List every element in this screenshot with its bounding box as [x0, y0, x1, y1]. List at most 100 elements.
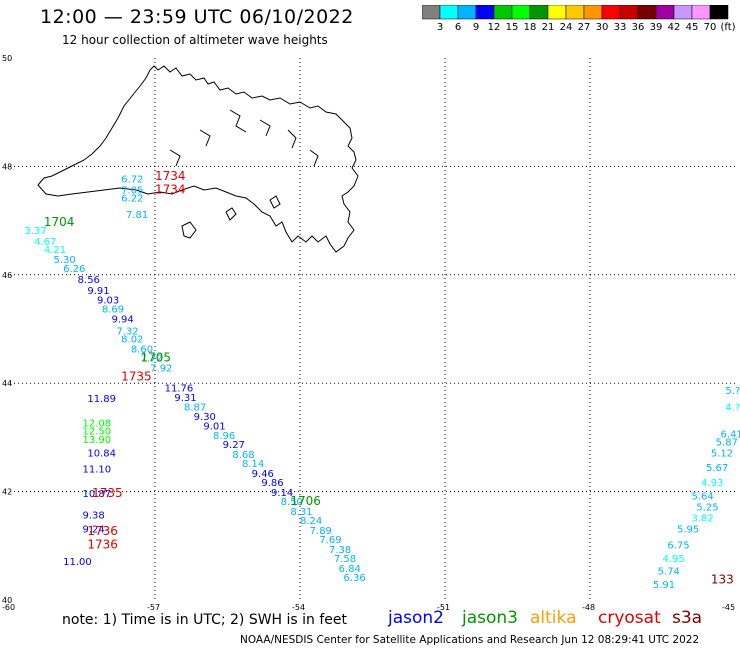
color-scale-label: 21	[541, 22, 555, 33]
wave-height-value: 8.68	[232, 450, 254, 461]
wave-height-value: 6.36	[344, 573, 366, 584]
wave-height-value: 5.64	[692, 492, 714, 503]
wave-height-value: 9.38	[83, 511, 105, 522]
wave-height-value: 5.67	[706, 463, 728, 474]
lat-tick-label: 44	[2, 379, 12, 388]
color-scale-swatch	[655, 5, 675, 20]
lat-tick-label: 48	[2, 162, 12, 171]
lat-tick-label: 40	[2, 596, 12, 605]
satellite-legend-item: jason3	[462, 608, 518, 628]
wave-height-value: 6.72	[121, 175, 143, 186]
satellite-legend-item: cryosat	[598, 608, 661, 628]
wave-height-value: 9.94	[112, 314, 134, 325]
pass-time-label: 1736	[87, 524, 118, 538]
wave-height-value: 9.91	[87, 286, 109, 297]
wave-height-value: 4.??	[725, 402, 740, 413]
wave-height-value: 4.93	[701, 478, 723, 489]
wave-height-value: 6.75	[667, 541, 689, 552]
wave-height-value: 7.72	[141, 354, 163, 365]
newfoundland-coastline-main	[37, 65, 359, 253]
pass-time-label: 1734	[155, 183, 186, 197]
wave-height-value: 9.01	[203, 421, 225, 432]
wave-height-value: 4.67	[34, 237, 56, 248]
color-scale-swatch	[475, 5, 495, 20]
wave-height-value: 9.86	[261, 478, 283, 489]
page-subtitle: 12 hour collection of altimeter wave hei…	[62, 33, 328, 47]
coast-island-3	[269, 195, 281, 209]
pass-time-label: 1705	[141, 351, 172, 365]
wave-height-value: 10.84	[87, 448, 116, 459]
wave-height-value: 8.24	[300, 516, 322, 527]
wave-height-value: 9.14	[271, 488, 293, 499]
satellite-legend-item: altika	[530, 608, 577, 628]
wave-height-value: 6.41	[721, 429, 740, 440]
wave-height-value: 7.58	[334, 554, 356, 565]
wave-height-value: 9.30	[194, 412, 216, 423]
wave-height-value: 5.95	[677, 524, 699, 535]
wave-height-value: 5.12	[711, 448, 733, 459]
color-scale-swatch	[565, 5, 585, 20]
color-scale-label: 39	[649, 22, 663, 33]
wave-height-value: 8.69	[102, 305, 124, 316]
wave-height-value: 8.96	[213, 431, 235, 442]
color-scale-swatch	[601, 5, 621, 20]
pass-time-label: 1734	[155, 169, 186, 183]
wave-height-value: 4.95	[663, 554, 685, 565]
wave-height-value: 3.82	[692, 513, 714, 524]
coast-island-2	[225, 207, 237, 221]
lon-tick-label: -48	[582, 603, 595, 612]
color-scale-label: 45	[685, 22, 699, 33]
color-scale-swatch	[673, 5, 693, 20]
wave-height-value: 5.87	[716, 438, 738, 449]
wave-height-value: 11.00	[63, 557, 92, 568]
wave-height-value: 11.76	[165, 383, 194, 394]
color-scale-swatch	[422, 5, 441, 20]
color-scale-label: 3	[436, 22, 444, 33]
wave-height-value: 6.84	[339, 564, 361, 575]
wave-height-value: 11.89	[87, 394, 116, 405]
lon-tick-label: -51	[437, 603, 450, 612]
satellite-legend-item: jason2	[388, 608, 444, 628]
color-scale-label: 42	[667, 22, 681, 33]
color-scale-swatch	[637, 5, 657, 20]
wave-height-value: 7.89	[310, 526, 332, 537]
pass-time-label: 1736	[87, 538, 118, 552]
pass-time-label: 133	[711, 573, 734, 587]
wave-height-color-scale	[422, 5, 729, 20]
color-scale-label: 36	[631, 22, 645, 33]
color-scale-swatch	[439, 5, 459, 20]
color-scale-swatch	[619, 5, 639, 20]
wave-height-value: 8.60	[131, 344, 153, 355]
wave-height-value: 6.26	[63, 264, 85, 275]
credit-line: NOAA/NESDIS Center for Satellite Applica…	[240, 634, 700, 646]
wave-height-value: 12.50	[83, 427, 112, 438]
wave-height-value: 8.50	[281, 497, 303, 508]
pass-time-label: 1735	[92, 486, 123, 500]
footer-note: note: 1) Time is in UTC; 2) SWH is in fe…	[62, 612, 348, 628]
color-scale-label: (ft)	[720, 22, 736, 33]
axis-tick-labels: 50 48 46 44 42 40-60 -57 -54 -51 -48 -45	[2, 54, 735, 612]
wave-height-value: 7.92	[150, 363, 172, 374]
lat-tick-label: 46	[2, 271, 12, 280]
color-scale-swatch	[547, 5, 567, 20]
newfoundland-coastline	[37, 65, 359, 253]
color-scale-label: 6	[454, 22, 462, 33]
lat-lon-grid	[10, 58, 735, 600]
lon-tick-label: -45	[722, 603, 735, 612]
wave-height-value: 8.56	[78, 275, 100, 286]
lat-tick-label: 50	[2, 54, 12, 63]
wave-height-value: 8.87	[184, 402, 206, 413]
pass-time-label: 1735	[121, 369, 152, 383]
color-scale-label: 33	[613, 22, 627, 33]
wave-height-value: 12.08	[83, 419, 112, 430]
wave-height-value: 11.10	[83, 465, 112, 476]
wave-height-value: 6.22	[121, 194, 143, 205]
coast-bay-lines	[169, 109, 319, 167]
wave-height-value: 9.31	[174, 393, 196, 404]
page-title: 12:00 — 23:59 UTC 06/10/2022	[40, 6, 354, 28]
wave-height-value: 5.74	[658, 567, 680, 578]
lon-tick-label: -57	[147, 603, 160, 612]
color-scale-swatch	[709, 5, 729, 20]
wave-height-value: 5.??	[725, 386, 740, 397]
